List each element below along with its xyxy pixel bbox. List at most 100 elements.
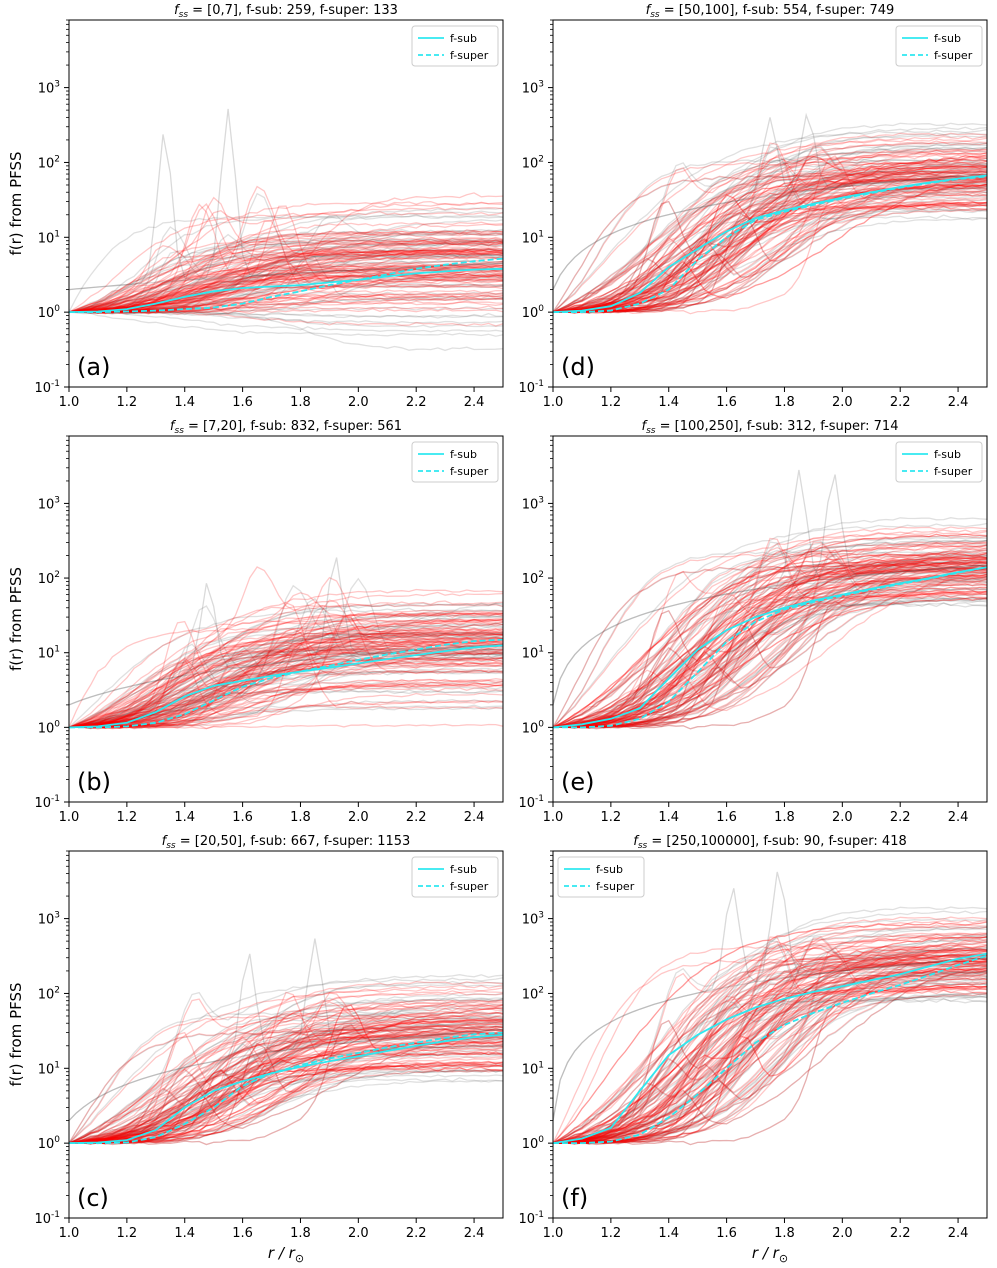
y-tick-label-b: 102 [38, 570, 60, 587]
legend-label-f-sub-d: f-sub [934, 32, 961, 45]
y-tick-label-c: 102 [38, 985, 60, 1002]
panel-c: 1.0 1.2 1.4 1.6 1.8 2.0 2.2 2.4 10-1 100 101 102 103… [7, 834, 504, 1265]
legend-label-f-super-f: f-super [596, 880, 635, 893]
series-line-f-super-f [553, 954, 987, 1144]
x-tick-label-d: 1.4 [658, 395, 679, 410]
plot-area-e [553, 469, 987, 730]
x-tick-label-d: 2.4 [948, 395, 969, 410]
y-tick-label-e: 102 [522, 570, 544, 587]
peak-line-c-0 [69, 953, 503, 1122]
y-tick-label-d: 102 [522, 154, 544, 171]
x-tick-label-f: 2.0 [832, 1226, 853, 1241]
series-line-f-sub-b [69, 644, 503, 729]
x-tick-label-e: 1.8 [774, 810, 795, 825]
x-tick-label-c: 2.2 [406, 1226, 427, 1241]
x-tick-label-b: 2.0 [348, 810, 369, 825]
x-tick-label-c: 2.0 [348, 1226, 369, 1241]
x-tick-label-d: 1.2 [601, 395, 622, 410]
x-tick-label-d: 2.0 [832, 395, 853, 410]
x-tick-label-e: 1.4 [658, 810, 679, 825]
y-tick-label-e: 100 [522, 719, 545, 736]
x-tick-label-c: 2.4 [464, 1226, 485, 1241]
x-tick-label-b: 1.2 [117, 810, 138, 825]
y-tick-label-a: 10-1 [34, 379, 60, 396]
legend-label-f-sub-a: f-sub [450, 32, 477, 45]
peak-line-f-1 [553, 871, 987, 1121]
y-tick-label-a: 103 [38, 80, 60, 97]
y-tick-label-e: 101 [522, 645, 544, 662]
x-tick-label-f: 1.4 [658, 1226, 679, 1241]
x-tick-label-f: 1.0 [543, 1226, 564, 1241]
legend-box-d [895, 25, 983, 67]
panel-a: 1.0 1.2 1.4 1.6 1.8 2.0 2.2 2.4 10-1 100 101 102 103… [7, 3, 504, 410]
series-line-f-super-c [69, 1031, 503, 1144]
sub-lines-e [553, 517, 987, 730]
y-tick-label-f: 102 [522, 985, 544, 1002]
x-tick-label-d: 1.8 [774, 395, 795, 410]
legend-box-b [411, 441, 499, 483]
plot-area-c [69, 938, 503, 1146]
x-tick-label-a: 1.2 [117, 395, 138, 410]
panel-label-c: (c) [77, 1184, 109, 1212]
super-lines-f [553, 916, 987, 1146]
legend-label-f-super-c: f-super [450, 880, 489, 893]
x-tick-label-c: 1.4 [174, 1226, 195, 1241]
y-tick-label-e: 103 [522, 495, 544, 512]
y-tick-label-c: 101 [38, 1060, 60, 1077]
legend-box-e [895, 441, 983, 483]
legend-e: f-sub f-super [895, 441, 983, 483]
y-tick-label-f: 10-1 [518, 1210, 544, 1227]
x-axis-label-c: r / r⊙ [268, 1244, 304, 1265]
y-axis-label-a: f(r) from PFSS [7, 151, 25, 255]
y-tick-label-c: 10-1 [34, 1210, 60, 1227]
y-tick-label-e: 10-1 [518, 794, 544, 811]
x-tick-label-c: 1.0 [59, 1226, 80, 1241]
x-axis-label-f: r / r⊙ [752, 1244, 788, 1265]
y-tick-label-b: 100 [38, 719, 61, 736]
plot-area-f [553, 871, 987, 1146]
legend-label-f-sub-e: f-sub [934, 448, 961, 461]
axes-frame-a [68, 19, 504, 388]
series-line-f-sub-a [69, 267, 503, 313]
legend-f: f-sub f-super [557, 856, 645, 898]
peak-line-c-1 [69, 938, 503, 1122]
y-tick-label-c: 100 [38, 1135, 61, 1152]
peak-line-f-0 [553, 888, 987, 1121]
x-tick-label-e: 2.0 [832, 810, 853, 825]
x-tick-label-a: 2.2 [406, 395, 427, 410]
series-line-f-super-e [553, 566, 987, 729]
x-tick-label-b: 1.0 [59, 810, 80, 825]
axes-frame-e [552, 435, 988, 803]
panel-label-a: (a) [77, 353, 110, 381]
sub-lines-d [553, 122, 987, 314]
legend-b: f-sub f-super [411, 441, 499, 483]
y-tick-label-a: 102 [38, 154, 60, 171]
x-tick-label-f: 2.4 [948, 1226, 969, 1241]
x-tick-label-a: 2.0 [348, 395, 369, 410]
peak-line-d-0 [553, 117, 987, 290]
legend-label-f-super-e: f-super [934, 465, 973, 478]
x-tick-label-f: 1.2 [601, 1226, 622, 1241]
peak-line-e-1 [553, 474, 987, 706]
y-tick-label-d: 10-1 [518, 379, 544, 396]
panel-title-c: fss = [20,50], f-sub: 667, f-super: 1153 [162, 834, 411, 851]
x-tick-label-d: 2.2 [890, 395, 911, 410]
panel-title-d: fss = [50,100], f-sub: 554, f-super: 749 [646, 3, 895, 20]
x-tick-label-e: 2.4 [948, 810, 969, 825]
y-tick-label-c: 103 [38, 911, 60, 928]
x-tick-label-b: 1.6 [232, 810, 253, 825]
legend-label-f-sub-b: f-sub [450, 448, 477, 461]
x-tick-label-f: 1.8 [774, 1226, 795, 1241]
axes-frame-d [552, 19, 988, 388]
panel-e: 1.0 1.2 1.4 1.6 1.8 2.0 2.2 2.4 10-1 100 101 102 103… [518, 419, 988, 825]
super-lines-c [69, 980, 503, 1146]
plot-area-d [553, 112, 987, 315]
x-tick-label-b: 2.4 [464, 810, 485, 825]
x-tick-label-b: 1.8 [290, 810, 311, 825]
panel-title-f: fss = [250,100000], f-sub: 90, f-super: … [633, 834, 907, 851]
x-tick-label-e: 1.2 [601, 810, 622, 825]
series-line-f-sub-f [553, 952, 987, 1144]
x-tick-label-e: 1.6 [716, 810, 737, 825]
axes-frame-b [68, 435, 504, 803]
